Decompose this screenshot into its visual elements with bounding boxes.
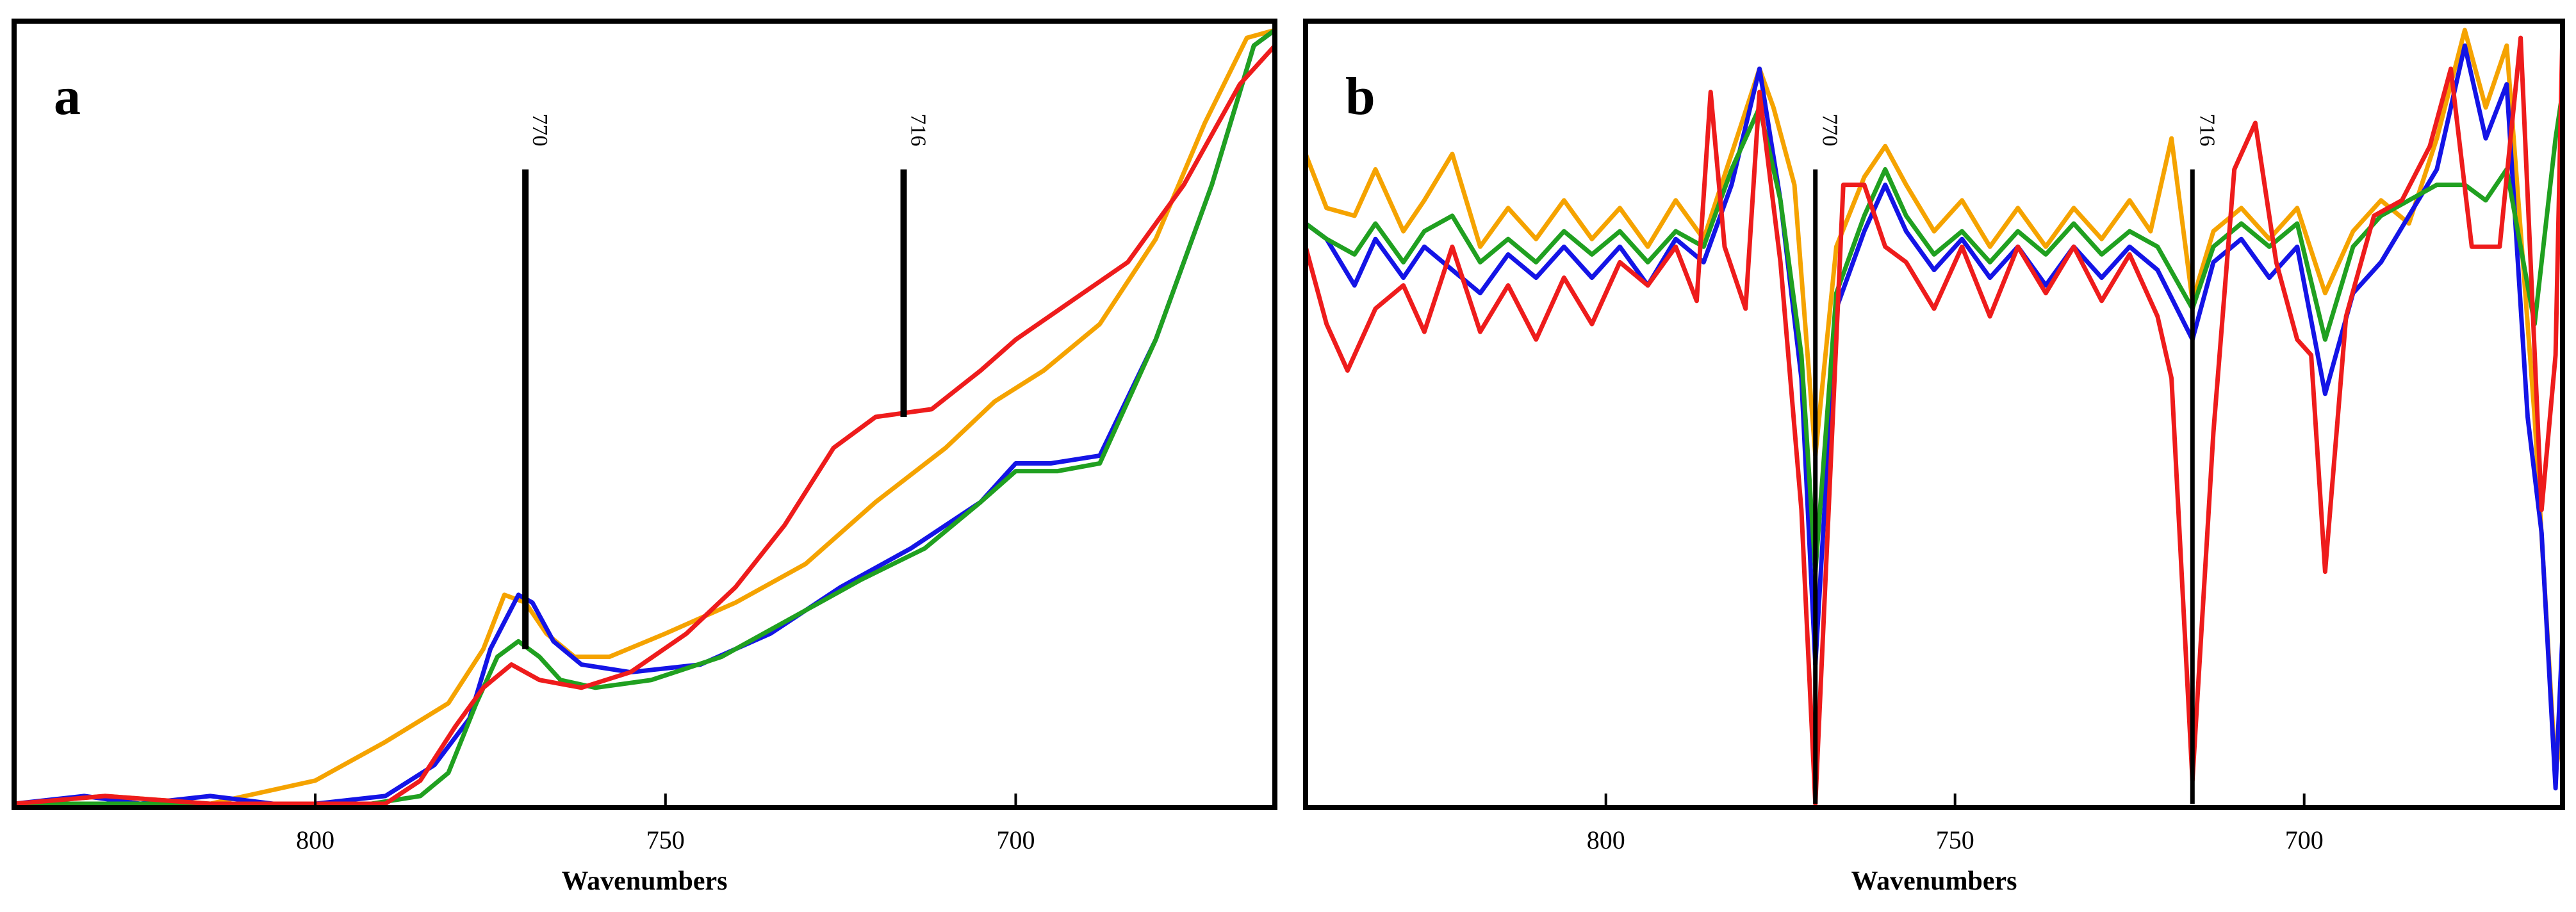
series-line-red: [14, 43, 1275, 806]
x-axis-title: Wavenumbers: [1851, 867, 2017, 896]
panel-a: 770 716 800 750 700 Wavenumbers a: [12, 19, 1277, 896]
x-tick-label: 800: [296, 826, 334, 854]
x-tick-label: 800: [1587, 826, 1625, 854]
x-tick-label: 750: [646, 826, 685, 854]
panel-letter: b: [1345, 67, 1375, 126]
peak-label-716: 716: [2195, 114, 2219, 147]
series-line-blue: [14, 28, 1275, 806]
peak-label-770: 770: [528, 114, 552, 147]
plot-frame: [12, 19, 1277, 810]
series-line-green: [1306, 90, 2563, 574]
series-group: [1306, 28, 2563, 806]
series-line-orange: [1306, 28, 2563, 776]
series-line-red: [1306, 28, 2563, 806]
peak-label-770: 770: [1818, 114, 1842, 147]
series-group: [14, 28, 1275, 806]
panel-letter: a: [54, 67, 81, 126]
x-tick-label: 750: [1936, 826, 1974, 854]
panel-b: 770 716 800 750 700 Wavenumbers b: [1303, 19, 2565, 896]
x-tick-label: 700: [2285, 826, 2324, 854]
series-line-orange: [14, 28, 1275, 806]
plot-frame: [1303, 19, 2565, 810]
series-line-green: [14, 28, 1275, 806]
peak-label-716: 716: [907, 114, 930, 147]
series-line-blue: [1306, 43, 2563, 791]
x-axis-title: Wavenumbers: [561, 867, 727, 896]
x-tick-label: 700: [996, 826, 1035, 854]
